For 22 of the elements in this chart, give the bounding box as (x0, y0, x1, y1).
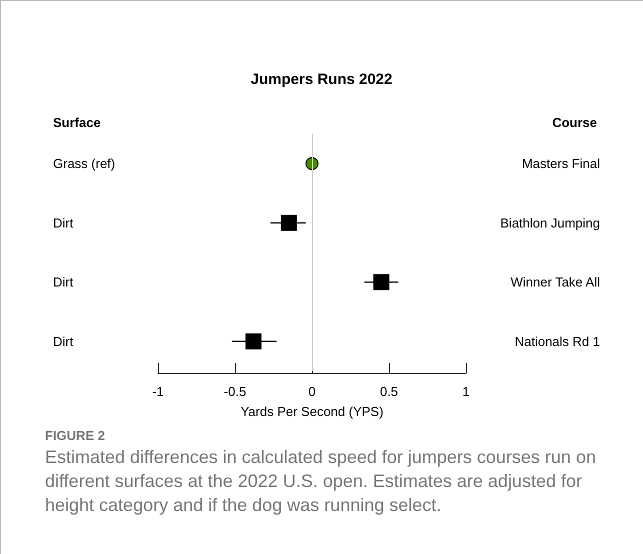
y2-tick-label: Nationals Rd 1 (514, 334, 600, 349)
y2-tick-label: Winner Take All (510, 274, 600, 290)
x-axis-title: Yards Per Second (YPS) (240, 404, 384, 419)
x-tick-label: 0 (308, 384, 316, 399)
y2-tick-label: Biathlon Jumping (500, 215, 600, 230)
caption: FIGURE 2 (45, 428, 106, 443)
x-tick-label: 0.5 (380, 384, 398, 399)
text: Course (552, 115, 598, 130)
y-tick-label: Dirt (53, 334, 74, 349)
x-tick-label: -1 (152, 384, 164, 399)
y-tick-label: Grass (ref) (53, 156, 116, 172)
y-tick-label: Dirt (53, 274, 74, 290)
chart-title: Jumpers Runs 2022 (250, 71, 392, 88)
point (280, 214, 297, 231)
y-tick-label: Dirt (53, 215, 74, 230)
point (245, 333, 262, 350)
y-axis-title: Surface (53, 115, 101, 130)
point (373, 274, 390, 290)
y2-tick-label: Masters Final (522, 156, 600, 172)
x-tick-label: 1 (462, 384, 470, 399)
x-tick-label: -0.5 (224, 384, 246, 399)
text: Estimated differences in calculated speed for jumpers courses run on different surfaces at the 2022 U.S. open. Estimates are adjusted for height category and if the dog was running select. (45, 446, 597, 517)
